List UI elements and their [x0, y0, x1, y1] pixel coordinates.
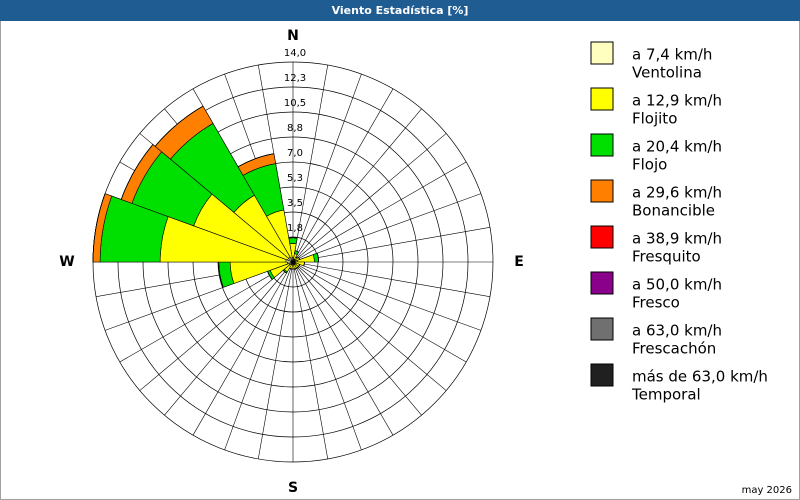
legend-swatch: [590, 317, 614, 341]
footer-date: may 2026: [742, 485, 792, 496]
legend-name: a 50,0 km/h: [632, 276, 722, 294]
compass-label: W: [59, 254, 74, 270]
legend-name: a 12,9 km/h: [632, 92, 722, 110]
legend-class: Temporal: [631, 386, 701, 404]
legend-name: más de 63,0 km/h: [632, 368, 768, 386]
r-tick-label: 7,0: [287, 148, 303, 159]
r-tick-label: 10,5: [284, 98, 306, 109]
legend-class: Fresquito: [632, 248, 701, 266]
chart-title: Viento Estadística [%]: [332, 4, 469, 17]
compass-label: S: [288, 480, 298, 496]
wind-segment: [120, 144, 154, 200]
legend-class: Flojito: [632, 110, 677, 128]
r-tick-label: 3,5: [287, 198, 303, 209]
legend-name: a 20,4 km/h: [632, 138, 722, 156]
legend-name: a 38,9 km/h: [632, 230, 722, 248]
legend-swatch: [590, 179, 614, 203]
legend-name: a 29,6 km/h: [632, 184, 722, 202]
title-bar: [0, 0, 800, 21]
legend-swatch: [590, 363, 614, 387]
compass-label: E: [514, 254, 524, 270]
r-tick-label: 1,8: [287, 223, 303, 234]
legend-class: Flojo: [632, 156, 667, 174]
legend-swatch: [590, 41, 614, 65]
wind-segment: [316, 253, 320, 263]
legend-name: a 63,0 km/h: [632, 322, 722, 340]
wind-segment: [288, 237, 298, 245]
legend-class: Fresco: [632, 294, 680, 312]
legend-class: Bonancible: [632, 202, 715, 220]
legend-swatch: [590, 133, 614, 157]
legend-name: a 7,4 km/h: [632, 46, 712, 64]
legend-class: Frescachón: [632, 340, 716, 358]
legend-swatch: [590, 87, 614, 111]
legend-swatch: [590, 271, 614, 295]
wind-segment: [294, 250, 299, 253]
r-tick-label: 8,8: [287, 123, 303, 134]
r-tick-label: 12,3: [284, 73, 306, 84]
legend-swatch: [590, 225, 614, 249]
compass-label: N: [287, 28, 299, 44]
legend-class: Ventolina: [632, 64, 702, 82]
wind-segment: [92, 193, 106, 263]
r-tick-label: 5,3: [287, 173, 303, 184]
r-tick-label: 14,0: [284, 48, 306, 59]
